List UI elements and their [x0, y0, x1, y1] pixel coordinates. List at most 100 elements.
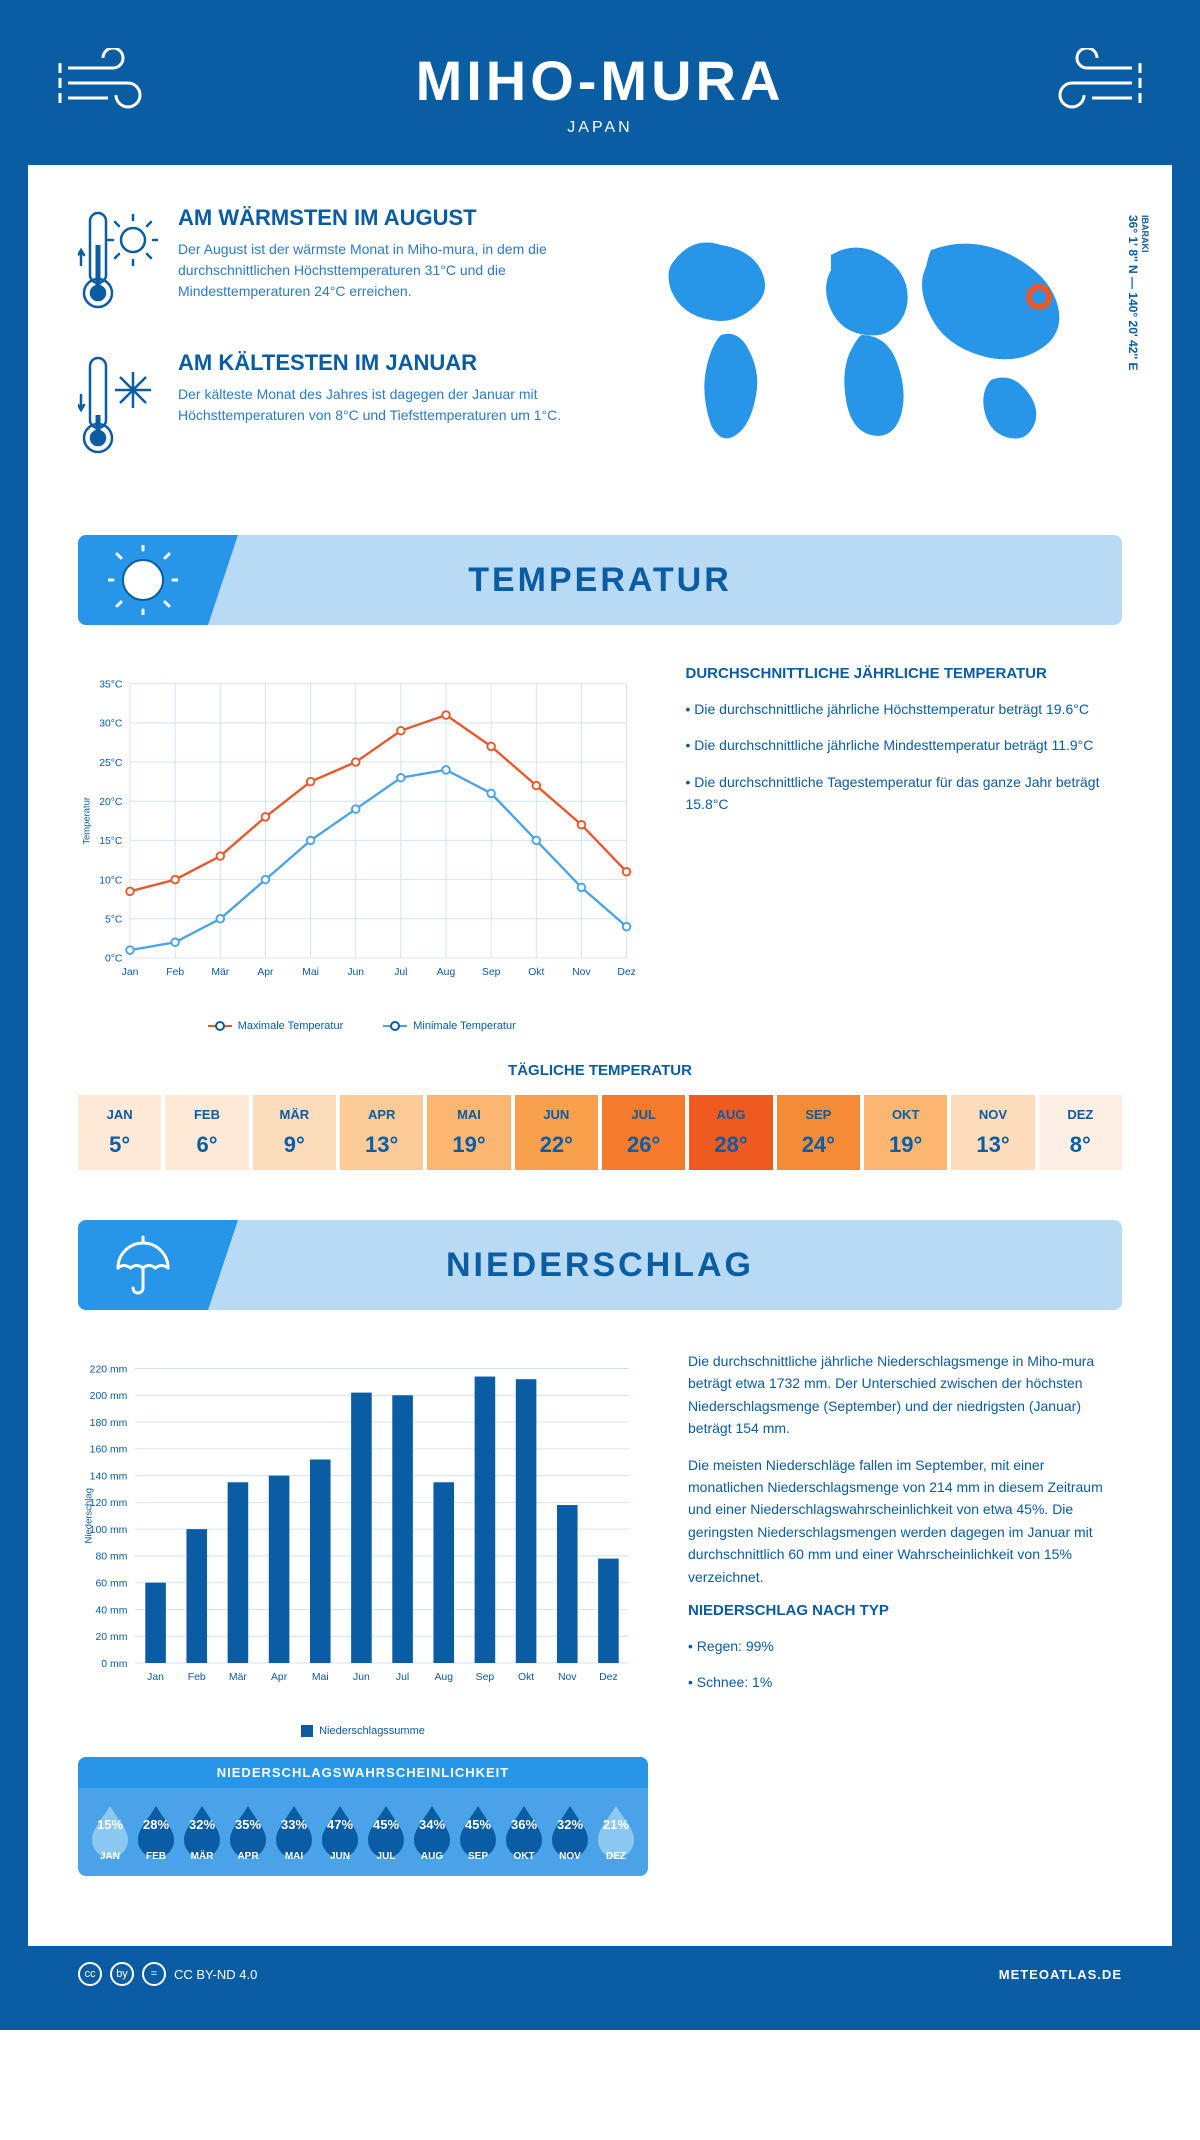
- precip-para-2: Die meisten Niederschläge fallen im Sept…: [688, 1454, 1122, 1588]
- warm-block: AM WÄRMSTEN IM AUGUST Der August ist der…: [78, 205, 580, 320]
- cold-title: AM KÄLTESTEN IM JANUAR: [178, 350, 580, 376]
- page-title: MIHO-MURA: [28, 48, 1172, 113]
- daily-temp-title: TÄGLICHE TEMPERATUR: [78, 1062, 1122, 1079]
- svg-text:60 mm: 60 mm: [95, 1578, 127, 1589]
- precip-prob-drop: 21%DEZ: [594, 1802, 638, 1862]
- cc-by-icon: by: [110, 1962, 134, 1986]
- svg-text:0 mm: 0 mm: [101, 1659, 127, 1670]
- precip-legend: Niederschlagssumme: [78, 1725, 648, 1737]
- svg-text:Jan: Jan: [122, 967, 139, 978]
- daily-temp-cell: AUG28°: [689, 1095, 772, 1170]
- svg-text:40 mm: 40 mm: [95, 1605, 127, 1616]
- cc-icon: cc: [78, 1962, 102, 1986]
- svg-text:Jul: Jul: [396, 1672, 409, 1683]
- precipitation-bar-chart: 0 mm 20 mm 40 mm 60 mm 80 mm 100 mm 120 mm 140 …: [78, 1350, 648, 1710]
- precip-prob-drop: 35%APR: [226, 1802, 270, 1862]
- svg-text:Mär: Mär: [229, 1672, 247, 1683]
- svg-text:Aug: Aug: [434, 1672, 453, 1683]
- precip-prob-drop: 47%JUN: [318, 1802, 362, 1862]
- svg-text:Feb: Feb: [166, 967, 184, 978]
- precip-prob-drop: 34%AUG: [410, 1802, 454, 1862]
- svg-text:80 mm: 80 mm: [95, 1552, 127, 1563]
- precip-prob-drop: 33%MAI: [272, 1802, 316, 1862]
- wind-icon-left: [58, 48, 168, 123]
- temperature-heading: TEMPERATUR: [468, 561, 732, 600]
- precip-prob-drop: 28%FEB: [134, 1802, 178, 1862]
- precipitation-banner: NIEDERSCHLAG: [78, 1220, 1122, 1310]
- svg-text:Apr: Apr: [271, 1672, 288, 1683]
- svg-text:Aug: Aug: [437, 967, 456, 978]
- avg-temp-list: Die durchschnittliche jährliche Höchstte…: [685, 698, 1122, 816]
- svg-text:Mär: Mär: [211, 967, 229, 978]
- svg-text:Apr: Apr: [257, 967, 274, 978]
- precipitation-heading: NIEDERSCHLAG: [446, 1246, 754, 1285]
- sun-icon: [78, 535, 208, 625]
- precip-type-item: Regen: 99%: [688, 1635, 1122, 1657]
- svg-text:160 mm: 160 mm: [90, 1445, 128, 1456]
- avg-temp-title: DURCHSCHNITTLICHE JÄHRLICHE TEMPERATUR: [685, 665, 1122, 682]
- daily-temp-cell: JUN22°: [515, 1095, 598, 1170]
- precip-type-item: Schnee: 1%: [688, 1671, 1122, 1693]
- precip-type-title: NIEDERSCHLAG NACH TYP: [688, 1602, 1122, 1619]
- svg-text:Okt: Okt: [518, 1672, 534, 1683]
- daily-temp-cell: MAI19°: [427, 1095, 510, 1170]
- svg-text:220 mm: 220 mm: [90, 1364, 128, 1375]
- svg-text:35°C: 35°C: [99, 679, 123, 690]
- warm-title: AM WÄRMSTEN IM AUGUST: [178, 205, 580, 231]
- precip-prob-drop: 36%OKT: [502, 1802, 546, 1862]
- daily-temp-cell: JUL26°: [602, 1095, 685, 1170]
- svg-text:30°C: 30°C: [99, 719, 123, 730]
- svg-text:Jun: Jun: [347, 967, 364, 978]
- site-name: METEOATLAS.DE: [999, 1967, 1122, 1982]
- svg-text:20°C: 20°C: [99, 797, 123, 808]
- daily-temp-cell: FEB6°: [165, 1095, 248, 1170]
- avg-temp-item: Die durchschnittliche jährliche Mindestt…: [685, 734, 1122, 756]
- umbrella-icon: [78, 1220, 208, 1310]
- wind-icon-right: [1032, 48, 1142, 123]
- thermometer-hot-icon: [78, 205, 158, 320]
- temperature-line-chart: 0°C5°C10°C15°C20°C25°C30°C35°CJanFebMärA…: [78, 665, 645, 1005]
- precip-prob-drop: 32%NOV: [548, 1802, 592, 1862]
- precip-type-list: Regen: 99% Schnee: 1%: [688, 1635, 1122, 1694]
- cc-nd-icon: =: [142, 1962, 166, 1986]
- precip-prob-drop: 45%SEP: [456, 1802, 500, 1862]
- svg-text:Nov: Nov: [572, 967, 591, 978]
- precip-prob-drop: 45%JUL: [364, 1802, 408, 1862]
- precip-para-1: Die durchschnittliche jährliche Niedersc…: [688, 1350, 1122, 1440]
- svg-text:Okt: Okt: [528, 967, 544, 978]
- daily-temp-cell: MÄR9°: [253, 1095, 336, 1170]
- svg-text:Jul: Jul: [394, 967, 407, 978]
- daily-temp-cell: OKT19°: [864, 1095, 947, 1170]
- footer: cc by = CC BY-ND 4.0 METEOATLAS.DE: [28, 1946, 1172, 2002]
- svg-text:Sep: Sep: [476, 1672, 495, 1683]
- svg-text:Mai: Mai: [302, 967, 319, 978]
- svg-text:20 mm: 20 mm: [95, 1632, 127, 1643]
- daily-temp-grid: JAN5°FEB6°MÄR9°APR13°MAI19°JUN22°JUL26°A…: [78, 1095, 1122, 1170]
- svg-text:15°C: 15°C: [99, 836, 123, 847]
- temperature-banner: TEMPERATUR: [78, 535, 1122, 625]
- page-subtitle: JAPAN: [28, 119, 1172, 137]
- svg-text:140 mm: 140 mm: [90, 1471, 128, 1482]
- svg-text:10°C: 10°C: [99, 875, 123, 886]
- header: MIHO-MURA JAPAN: [28, 28, 1172, 165]
- svg-text:200 mm: 200 mm: [90, 1391, 128, 1402]
- svg-text:Jun: Jun: [353, 1672, 370, 1683]
- svg-text:Feb: Feb: [188, 1672, 206, 1683]
- precip-prob-drop: 32%MÄR: [180, 1802, 224, 1862]
- svg-text:120 mm: 120 mm: [90, 1498, 128, 1509]
- daily-temp-cell: DEZ8°: [1039, 1095, 1122, 1170]
- license: cc by = CC BY-ND 4.0: [78, 1962, 257, 1986]
- coordinates: IBARAKI 36° 1' 8'' N — 140° 20' 42'' E: [1126, 215, 1150, 370]
- svg-text:180 mm: 180 mm: [90, 1418, 128, 1429]
- svg-text:100 mm: 100 mm: [90, 1525, 128, 1536]
- daily-temp-cell: APR13°: [340, 1095, 423, 1170]
- precip-prob-title: NIEDERSCHLAGSWAHRSCHEINLICHKEIT: [78, 1757, 648, 1788]
- svg-text:Dez: Dez: [599, 1672, 618, 1683]
- precip-prob-drop: 15%JAN: [88, 1802, 132, 1862]
- svg-text:25°C: 25°C: [99, 758, 123, 769]
- svg-text:Temperatur: Temperatur: [81, 797, 92, 845]
- svg-text:0°C: 0°C: [105, 954, 123, 965]
- avg-temp-item: Die durchschnittliche jährliche Höchstte…: [685, 698, 1122, 720]
- daily-temp-cell: NOV13°: [951, 1095, 1034, 1170]
- cold-block: AM KÄLTESTEN IM JANUAR Der kälteste Mona…: [78, 350, 580, 465]
